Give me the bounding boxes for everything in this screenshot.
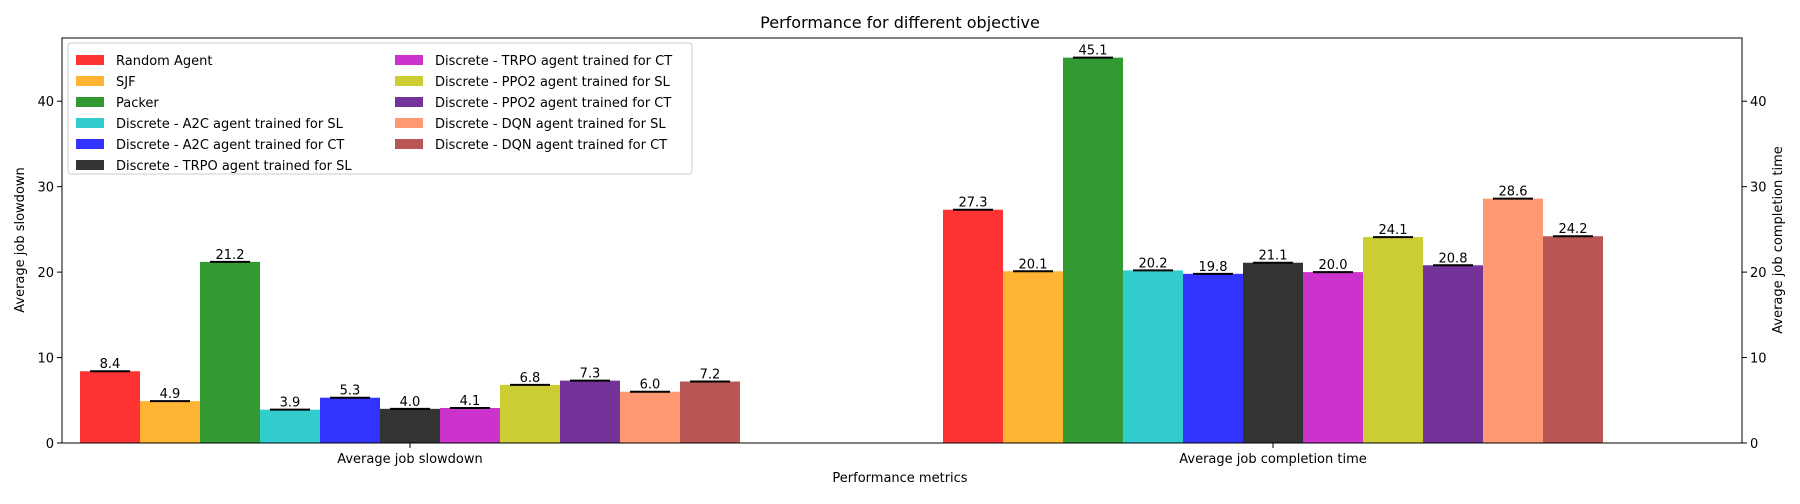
y-tick-label-right-1: 10 bbox=[1750, 352, 1767, 367]
data-label-0-1: 27.3 bbox=[959, 196, 988, 211]
data-label-3-1: 20.2 bbox=[1139, 256, 1168, 271]
y-axis-label-left: Average job slowdown bbox=[13, 167, 28, 313]
bar-6-0 bbox=[440, 407, 500, 443]
x-tick-label-0: Average job slowdown bbox=[337, 452, 483, 467]
data-label-2-0: 21.2 bbox=[216, 248, 245, 263]
y-tick-label-left-0: 0 bbox=[46, 437, 54, 452]
data-label-4-0: 5.3 bbox=[340, 384, 361, 399]
legend-swatch-4 bbox=[76, 139, 104, 149]
legend-swatch-1 bbox=[76, 76, 104, 86]
legend-label-7: Discrete - PPO2 agent trained for SL bbox=[435, 75, 671, 90]
y-tick-label-left-3: 30 bbox=[37, 181, 54, 196]
data-label-9-1: 28.6 bbox=[1499, 185, 1528, 200]
bar-5-1 bbox=[1243, 262, 1303, 443]
y-tick-label-right-0: 0 bbox=[1750, 437, 1758, 452]
data-label-7-1: 24.1 bbox=[1379, 223, 1408, 238]
legend-swatch-9 bbox=[395, 118, 423, 128]
legend-label-6: Discrete - TRPO agent trained for CT bbox=[435, 54, 672, 69]
x-axis-label: Performance metrics bbox=[832, 471, 967, 486]
data-label-3-0: 3.9 bbox=[280, 396, 301, 411]
data-label-5-0: 4.0 bbox=[400, 395, 421, 410]
bar-9-0 bbox=[620, 391, 680, 443]
data-label-6-1: 20.0 bbox=[1319, 258, 1348, 273]
bar-4-0 bbox=[320, 397, 380, 443]
legend-label-1: SJF bbox=[116, 75, 136, 90]
bar-9-1 bbox=[1483, 198, 1543, 443]
data-label-1-0: 4.9 bbox=[160, 387, 181, 402]
legend-swatch-10 bbox=[395, 139, 423, 149]
x-tick-label-1: Average job completion time bbox=[1179, 452, 1367, 467]
bar-8-1 bbox=[1423, 265, 1483, 443]
bar-8-0 bbox=[560, 380, 620, 443]
data-label-5-1: 21.1 bbox=[1259, 249, 1288, 264]
data-label-6-0: 4.1 bbox=[460, 394, 481, 409]
y-axis-label-right: Average job completion time bbox=[1771, 146, 1786, 334]
bar-7-1 bbox=[1363, 237, 1423, 443]
legend-swatch-8 bbox=[395, 97, 423, 107]
data-label-2-1: 45.1 bbox=[1079, 44, 1108, 59]
legend: Random Agent SJF Packer Discrete - A2C agen… bbox=[67, 42, 693, 175]
legend-label-10: Discrete - DQN agent trained for CT bbox=[435, 138, 667, 153]
y-tick-label-left-2: 20 bbox=[37, 266, 54, 281]
legend-swatch-2 bbox=[76, 97, 104, 107]
y-tick-label-left-4: 40 bbox=[37, 95, 54, 110]
data-label-10-0: 7.2 bbox=[700, 367, 721, 382]
legend-label-0: Random Agent bbox=[116, 54, 212, 69]
y-tick-label-left-1: 10 bbox=[37, 352, 54, 367]
bar-0-0 bbox=[80, 371, 140, 443]
legend-swatch-7 bbox=[395, 76, 423, 86]
y-tick-label-right-3: 30 bbox=[1750, 181, 1767, 196]
data-label-8-0: 7.3 bbox=[580, 367, 601, 382]
legend-swatch-0 bbox=[76, 55, 104, 65]
bar-0-1 bbox=[943, 209, 1003, 443]
legend-label-2: Packer bbox=[116, 96, 159, 111]
axes-group: 0 10 20 30 40 0 10 20 30 40 Average job slowdown Av… bbox=[37, 37, 1767, 467]
legend-swatch-6 bbox=[395, 55, 423, 65]
bar-6-1 bbox=[1303, 272, 1363, 443]
bar-7-0 bbox=[500, 384, 560, 443]
data-label-8-1: 20.8 bbox=[1439, 251, 1468, 266]
legend-label-9: Discrete - DQN agent trained for SL bbox=[435, 117, 666, 132]
bars-group: 8.4 27.3 4.9 20.1 21.2 45.1 3.9 20.2 5.3 19.8 4.0 2… bbox=[80, 44, 1603, 444]
bar-1-0 bbox=[140, 401, 200, 443]
legend-label-4: Discrete - A2C agent trained for CT bbox=[116, 138, 344, 153]
data-label-0-0: 8.4 bbox=[100, 357, 121, 372]
bar-1-1 bbox=[1003, 271, 1063, 443]
legend-label-8: Discrete - PPO2 agent trained for CT bbox=[435, 96, 671, 111]
bar-3-1 bbox=[1123, 270, 1183, 443]
legend-box bbox=[67, 42, 693, 175]
y-tick-label-right-2: 20 bbox=[1750, 266, 1767, 281]
data-label-7-0: 6.8 bbox=[520, 371, 541, 386]
legend-label-5: Discrete - TRPO agent trained for SL bbox=[116, 159, 352, 174]
plot-frame bbox=[61, 37, 1743, 444]
data-label-1-1: 20.1 bbox=[1019, 257, 1048, 272]
legend-label-3: Discrete - A2C agent trained for SL bbox=[116, 117, 344, 132]
bar-10-0 bbox=[680, 381, 740, 443]
bar-5-0 bbox=[380, 408, 440, 443]
data-label-4-1: 19.8 bbox=[1199, 260, 1228, 275]
y-tick-label-right-4: 40 bbox=[1750, 95, 1767, 110]
bar-3-0 bbox=[260, 409, 320, 443]
bar-2-0 bbox=[200, 261, 260, 443]
bar-10-1 bbox=[1543, 236, 1603, 443]
data-label-10-1: 24.2 bbox=[1559, 222, 1588, 237]
bar-2-1 bbox=[1063, 57, 1123, 444]
data-label-9-0: 6.0 bbox=[640, 378, 661, 393]
chart-title: Performance for different objective bbox=[760, 13, 1040, 32]
legend-swatch-5 bbox=[76, 160, 104, 170]
bar-4-1 bbox=[1183, 273, 1243, 443]
legend-swatch-3 bbox=[76, 118, 104, 128]
